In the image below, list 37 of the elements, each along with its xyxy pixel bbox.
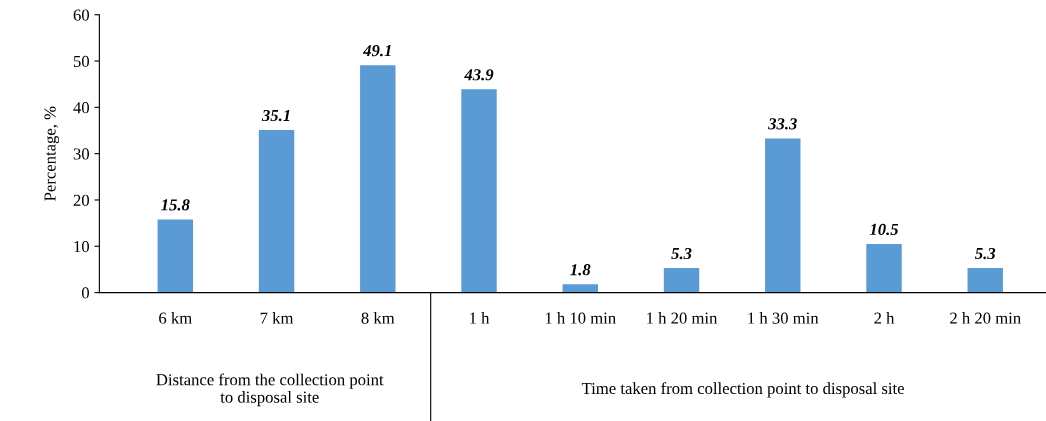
data-label: 43.9 [464, 69, 494, 81]
x-tick-label: 1 h [470, 312, 490, 324]
bar [866, 243, 902, 293]
bar [461, 89, 497, 293]
x-tick-label: 2 h [874, 312, 895, 324]
y-axis-title: Percentage, % [44, 106, 60, 201]
data-label: 33.3 [768, 118, 797, 130]
x-tick-label: 8 km [361, 312, 395, 324]
x-tick-label: 1 h 20 min [647, 312, 718, 324]
y-tick-label: 50 [73, 55, 90, 67]
bar [663, 268, 700, 293]
y-tick-label: 20 [73, 194, 90, 206]
data-label: 15.8 [161, 199, 190, 211]
bar [157, 219, 194, 293]
bar [562, 284, 598, 293]
y-tick-label: 0 [81, 287, 90, 299]
data-label: 5.3 [671, 247, 692, 260]
data-label: 49.1 [362, 45, 391, 57]
x-tick-label: 1 h 30 min [748, 312, 819, 324]
data-label: 5.3 [975, 247, 996, 260]
text: Distance from the collection point to disposal site [156, 373, 384, 407]
bar [967, 268, 1003, 293]
bar [765, 138, 801, 293]
bar [360, 65, 396, 293]
x-tick-label: 1 h 10 min [545, 312, 616, 324]
bar [258, 130, 295, 293]
x-tick-label: 7 km [260, 312, 294, 324]
y-tick-label: 10 [74, 240, 90, 253]
y-tick-label: 30 [73, 148, 90, 160]
data-label: 1.8 [570, 264, 591, 276]
y-tick-label: 40 [73, 102, 90, 114]
text: Time taken from collection point to disposal site [581, 382, 904, 398]
x-tick-label: 2 h 20 min [950, 312, 1021, 324]
x-tick-label: 6 km [159, 312, 192, 324]
data-label: 10.5 [869, 223, 899, 236]
data-label: 35.1 [261, 109, 290, 122]
y-tick-label: 60 [73, 9, 90, 21]
